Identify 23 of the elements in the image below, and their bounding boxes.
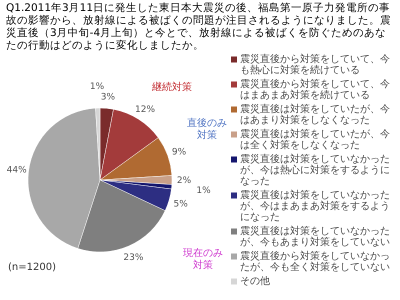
text: 直後のみ対策 [187, 117, 227, 141]
text: 継続対策 [151, 81, 192, 93]
legend-label: 震災直後から対策をしていなかったが、今も全く対策をしていない [240, 250, 390, 273]
data-label: 9% [172, 148, 187, 158]
legend-label: 震災直後は対策をしていなかったが、今もあまり対策をしていない [240, 225, 390, 248]
data-label: 44% [6, 165, 28, 176]
data-label: 23% [123, 253, 144, 264]
legend-label: 震災直後は対策をしていなかったが、今はまあまあ対策をするようになった [240, 189, 390, 223]
text: 現在のみ対策 [183, 247, 223, 271]
legend-label: 震災直後は対策をしていなかったが、今は熱心に対策をするようになった [240, 153, 390, 187]
legend-label: 震災直後から対策をしていて、今も熱心に対策を続けている [240, 53, 390, 76]
legend-label: その他 [240, 275, 270, 287]
legend-label: 震災直後は対策をしていたが、今は全く対策をしなくなった [240, 128, 390, 151]
text: (n=1200) [8, 262, 56, 273]
legend-label: 震災直後は対策をしていたが、今はあまり対策をしなくなった [240, 103, 390, 126]
data-label: 3% [100, 92, 116, 102]
data-label: 12% [135, 105, 156, 116]
data-label: 5% [174, 199, 188, 210]
chart-title: Q1.2011年3月11日に発生した東日本大震災の後、福島第一原子力発電所の事故の影響から、放射線による被ばくの問題が注目されるようになりました。震災直後（3月中旬-4月上旬）と今とで、放射線による被ばくを防ぐためのあなたの行動はどのように変化しましたか。 [6, 1, 391, 52]
legend-label: 震災直後から対策をしていて、今はまあまあ対策を続けている [240, 78, 390, 101]
data-label: 1% [90, 82, 105, 92]
data-label: 1% [196, 186, 212, 196]
data-label: 2% [176, 176, 192, 186]
